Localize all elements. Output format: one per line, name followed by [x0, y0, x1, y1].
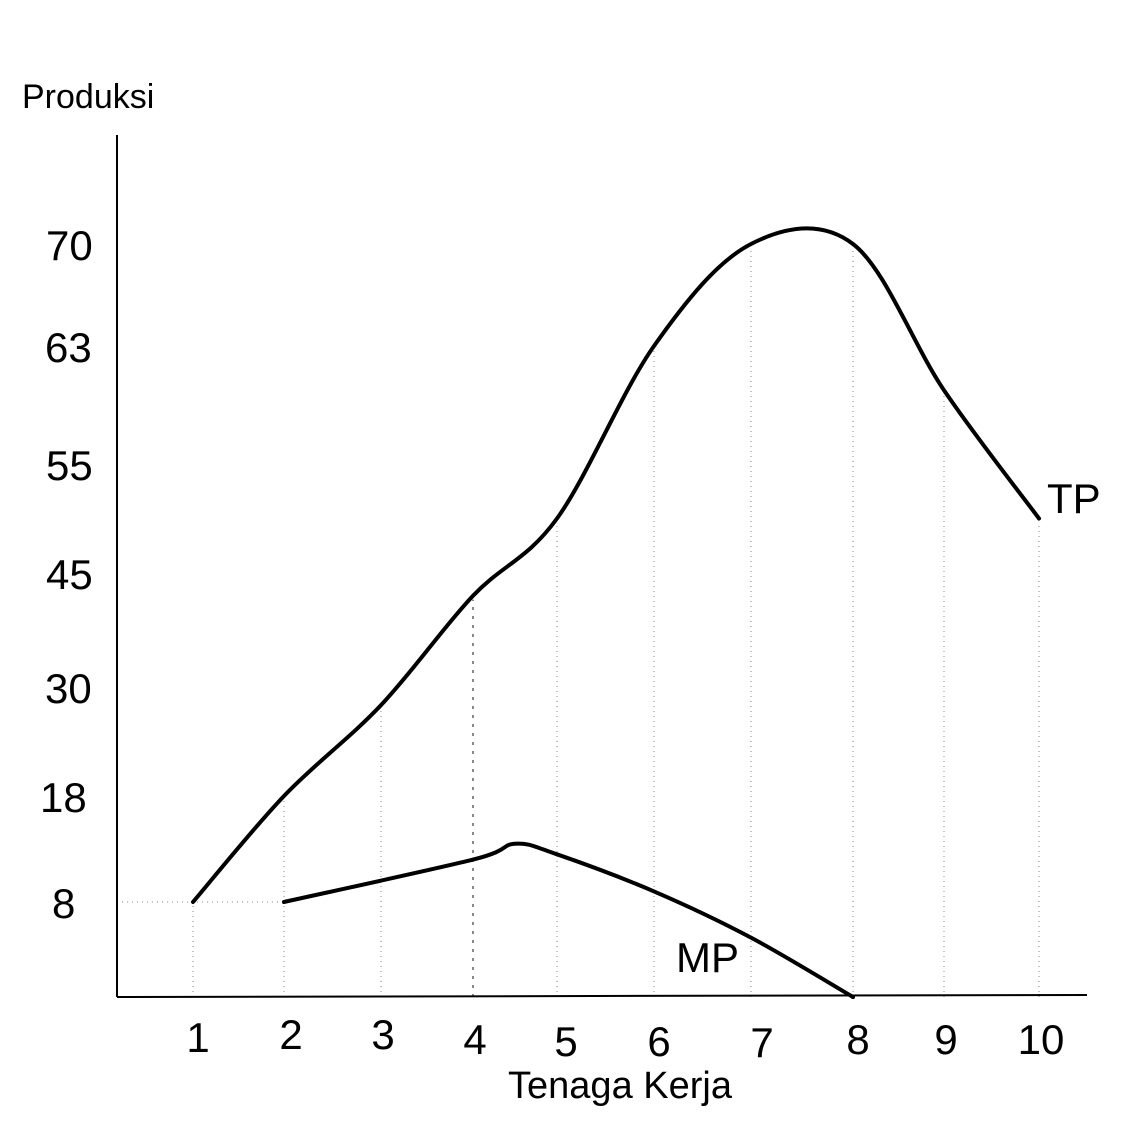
x-tick-3: 3 [371, 1011, 394, 1058]
point-tp-5 [555, 517, 559, 521]
point-tp-1 [191, 900, 195, 904]
point-tp-2 [282, 794, 286, 798]
point-mp-5 [555, 852, 559, 856]
x-tick-2: 2 [279, 1011, 302, 1058]
y-tick-63: 63 [45, 324, 92, 371]
x-tick-9: 9 [934, 1016, 957, 1063]
series-line-mp [282, 841, 855, 999]
point-tp-10 [1037, 517, 1041, 521]
point-tp-7 [749, 242, 753, 246]
point-tp-9 [942, 388, 946, 392]
x-tick-1: 1 [186, 1014, 209, 1061]
y-tick-8: 8 [52, 880, 75, 927]
point-mp-8 [851, 995, 855, 999]
y-tick-30: 30 [45, 665, 92, 712]
point-mp-7 [749, 936, 753, 940]
guide-lines [117, 248, 1040, 997]
point-mp-4 [471, 858, 475, 862]
x-axis [116, 994, 1088, 998]
series-line-tp [191, 226, 1041, 904]
point-mp-2 [282, 900, 286, 904]
x-tick-4: 4 [463, 1016, 486, 1063]
curves [191, 226, 1041, 999]
y-tick-labels: 8 18 30 45 55 63 70 [40, 222, 93, 927]
x-tick-6: 6 [647, 1018, 670, 1065]
x-tick-5: 5 [554, 1018, 577, 1065]
y-tick-18: 18 [40, 774, 87, 821]
tp-series-label: TP [1047, 475, 1101, 522]
x-axis-label: Tenaga Kerja [508, 1065, 733, 1107]
point-tp-4 [471, 594, 475, 598]
point-mp-6 [652, 889, 656, 893]
y-tick-70: 70 [46, 222, 93, 269]
x-tick-labels: 1 2 3 4 5 6 7 8 9 10 [186, 1011, 1064, 1066]
y-tick-55: 55 [46, 442, 93, 489]
point-tp-6 [652, 344, 656, 348]
point-tp-3 [379, 703, 383, 707]
x-tick-10: 10 [1018, 1016, 1065, 1063]
point-mp-4.5 [513, 842, 517, 846]
x-tick-7: 7 [750, 1019, 773, 1066]
y-axis-label: Produksi [22, 78, 154, 116]
x-tick-8: 8 [846, 1016, 869, 1063]
y-tick-45: 45 [46, 551, 93, 598]
mp-series-label: MP [676, 934, 739, 981]
point-tp-8 [851, 242, 855, 246]
